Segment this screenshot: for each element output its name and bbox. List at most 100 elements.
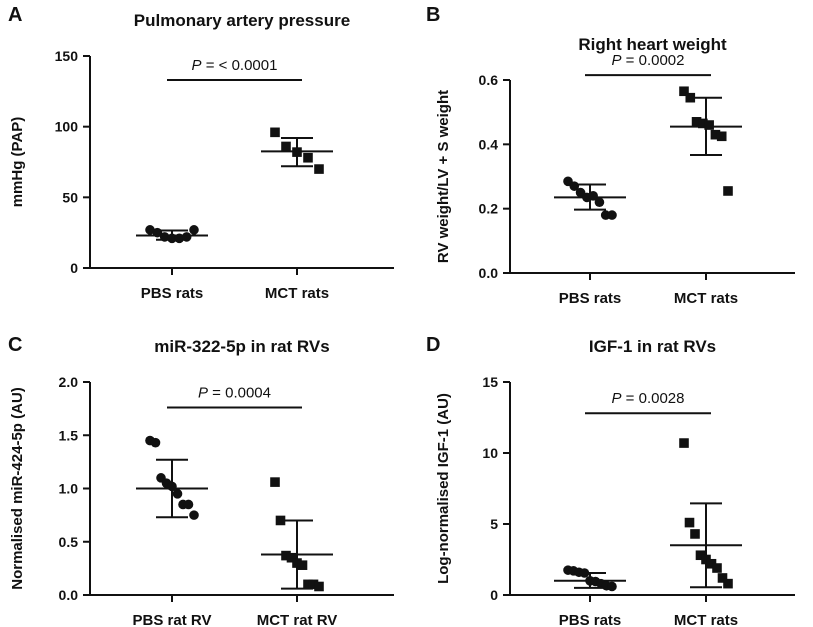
panel-letter-c: C xyxy=(8,334,23,356)
panel-letter-d: D xyxy=(426,334,441,356)
y-tick-label-c-1: 0.5 xyxy=(59,534,79,550)
data-point-a-1-1 xyxy=(281,141,291,152)
data-point-b-1-4 xyxy=(704,120,714,130)
data-point-c-1-6 xyxy=(303,579,313,590)
data-point-d-0-0 xyxy=(563,565,573,575)
y-axis-label-a: mmHg (PAP) xyxy=(9,117,26,208)
p-value-text-c: = 0.0004 xyxy=(208,385,271,402)
data-point-a-1-4 xyxy=(314,164,324,174)
y-tick-label-c-0: 0.0 xyxy=(59,587,79,603)
data-point-b-0-2 xyxy=(575,187,586,198)
p-value-text-d: = 0.0028 xyxy=(622,390,685,407)
data-point-d-0-4 xyxy=(585,576,595,586)
x-tick-label-d-0: PBS rats xyxy=(559,612,622,627)
data-point-a-1-2 xyxy=(292,147,302,157)
data-point-d-1-6 xyxy=(712,563,722,573)
data-point-a-0-3 xyxy=(167,233,177,244)
p-symbol-a: P xyxy=(192,57,202,74)
data-point-b-0-1 xyxy=(569,181,580,191)
p-value-label-c: P = 0.0004 xyxy=(198,385,271,402)
data-point-b-0-3 xyxy=(582,192,592,203)
chart-title-a: Pulmonary artery pressure xyxy=(134,11,350,30)
data-point-b-0-7 xyxy=(607,210,617,220)
p-symbol-b: P xyxy=(612,52,622,69)
x-tick-label-a-0: PBS rats xyxy=(141,285,204,302)
y-tick-label-a-1: 50 xyxy=(62,189,78,205)
data-point-c-0-7 xyxy=(183,499,194,510)
data-point-c-0-2 xyxy=(156,473,166,483)
data-point-d-1-7 xyxy=(717,573,728,583)
data-point-c-1-1 xyxy=(275,515,286,526)
y-tick-label-a-0: 0 xyxy=(70,260,78,276)
y-axis-label-d: Log-normalised IGF-1 (AU) xyxy=(435,393,452,584)
data-point-c-1-4 xyxy=(292,558,302,568)
p-value-label-b: P = 0.0002 xyxy=(612,52,685,69)
data-point-b-1-3 xyxy=(698,118,708,129)
x-tick-label-a-1: MCT rats xyxy=(265,285,329,302)
data-point-d-0-6 xyxy=(596,578,606,589)
x-tick-label-b-0: PBS rats xyxy=(559,290,622,307)
y-tick-label-a-3: 150 xyxy=(55,48,79,64)
data-point-a-0-6 xyxy=(189,225,199,235)
data-point-b-0-5 xyxy=(594,197,605,208)
data-point-c-0-4 xyxy=(167,481,177,492)
data-point-d-1-1 xyxy=(684,517,695,528)
chart-title-b: Right heart weight xyxy=(578,35,727,54)
x-tick-label-b-1: MCT rats xyxy=(674,290,738,307)
data-point-c-0-5 xyxy=(172,489,183,499)
chart-title-d: IGF-1 in rat RVs xyxy=(589,337,716,356)
y-axis-label-c: Normalised miR-424-5p (AU) xyxy=(9,387,26,590)
data-point-d-0-3 xyxy=(579,568,590,578)
data-point-c-0-0 xyxy=(145,435,155,446)
data-point-a-0-1 xyxy=(152,227,163,238)
data-point-b-1-7 xyxy=(723,186,733,196)
y-tick-label-d-2: 10 xyxy=(482,445,498,461)
data-point-b-1-6 xyxy=(716,131,727,142)
data-point-b-1-0 xyxy=(679,86,689,97)
x-tick-label-d-1: MCT rats xyxy=(674,612,738,627)
y-tick-label-b-1: 0.2 xyxy=(479,201,499,217)
p-value-text-b: = 0.0002 xyxy=(622,52,685,69)
data-point-c-0-6 xyxy=(178,499,188,510)
data-point-b-1-2 xyxy=(691,117,702,127)
data-point-c-1-3 xyxy=(286,552,297,563)
data-point-c-1-5 xyxy=(297,560,308,570)
data-point-b-0-0 xyxy=(563,176,573,187)
y-axis-label-b: RV weight/LV + S weight xyxy=(435,90,452,263)
data-point-d-0-7 xyxy=(601,580,612,591)
data-point-a-0-5 xyxy=(181,232,192,242)
data-point-d-1-2 xyxy=(690,529,700,539)
data-point-d-0-5 xyxy=(590,576,601,587)
data-point-d-1-4 xyxy=(701,554,711,565)
p-value-label-a: P = < 0.0001 xyxy=(192,57,278,74)
y-tick-label-c-2: 1.0 xyxy=(59,481,79,497)
data-point-c-1-0 xyxy=(270,477,280,487)
x-tick-label-c-0: PBS rat RV xyxy=(133,612,212,627)
y-tick-label-b-3: 0.6 xyxy=(479,72,499,88)
data-point-a-0-2 xyxy=(159,232,170,242)
data-point-c-1-7 xyxy=(308,579,319,590)
data-point-b-0-4 xyxy=(588,191,598,201)
data-point-c-1-2 xyxy=(281,550,291,561)
data-point-b-1-5 xyxy=(710,129,721,140)
data-point-c-0-3 xyxy=(161,478,172,488)
y-tick-label-c-3: 1.5 xyxy=(59,427,79,443)
data-point-c-1-8 xyxy=(314,581,324,592)
y-tick-label-b-0: 0.0 xyxy=(479,265,499,281)
y-tick-label-d-0: 0 xyxy=(490,587,498,603)
y-tick-label-d-1: 5 xyxy=(490,516,498,532)
data-point-b-1-1 xyxy=(685,92,696,103)
data-point-d-0-1 xyxy=(568,566,579,576)
x-tick-label-c-1: MCT rat RV xyxy=(257,612,338,627)
data-point-c-0-1 xyxy=(150,437,161,448)
data-point-d-0-2 xyxy=(574,567,584,578)
p-value-text-a: = < 0.0001 xyxy=(202,57,278,74)
data-point-d-0-8 xyxy=(607,581,617,592)
data-point-d-1-0 xyxy=(679,438,689,448)
panel-letter-b: B xyxy=(426,4,441,26)
data-point-d-1-8 xyxy=(723,578,733,589)
data-point-a-0-0 xyxy=(145,225,155,235)
y-tick-label-c-4: 2.0 xyxy=(59,374,79,390)
